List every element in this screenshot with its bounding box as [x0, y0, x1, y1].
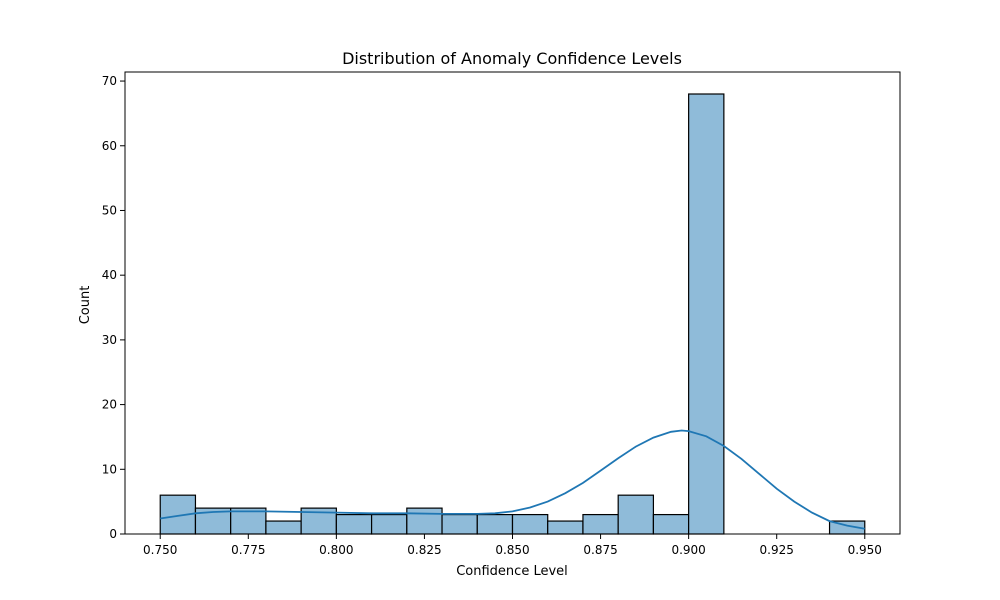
kde-curve: [160, 429, 865, 530]
x-axis-ticks: 0.750 0.775 0.800 0.825 0.850 0.875 0.900 0.925…: [143, 534, 882, 557]
histogram-bar: [652, 513, 690, 535]
y-tick-label: 0: [109, 527, 117, 541]
x-tick-label: 0.825: [407, 543, 441, 557]
y-tick-label: 70: [102, 74, 117, 88]
y-tick-label: 40: [102, 268, 117, 282]
histogram-bar: [441, 513, 478, 535]
bars-group: [159, 93, 866, 535]
x-tick-label: 0.775: [231, 543, 265, 557]
chart-title: Distribution of Anomaly Confidence Level…: [342, 49, 682, 68]
histogram-bar: [406, 507, 443, 535]
x-tick-label: 0.800: [319, 543, 353, 557]
y-tick-label: 60: [102, 139, 117, 153]
histogram-bar: [370, 513, 408, 535]
histogram-bar: [511, 513, 549, 535]
x-tick-label: 0.950: [848, 543, 882, 557]
histogram-bar: [617, 494, 655, 535]
x-tick-label: 0.875: [583, 543, 617, 557]
y-tick-label: 30: [102, 333, 117, 347]
histogram-bar: [476, 513, 514, 535]
y-axis-label: Count: [78, 286, 93, 325]
plot-area-frame: [124, 71, 901, 535]
x-tick-label: 0.750: [143, 543, 177, 557]
histogram-bar: [547, 520, 584, 535]
histogram-bar: [265, 520, 302, 535]
x-tick-label: 0.925: [760, 543, 794, 557]
histogram-bar: [335, 513, 373, 535]
y-tick-label: 50: [102, 203, 117, 217]
x-axis-label: Confidence Level: [456, 564, 568, 579]
y-tick-label: 10: [102, 462, 117, 476]
x-tick-label: 0.900: [671, 543, 705, 557]
histogram-bar: [688, 93, 725, 535]
x-tick-label: 0.850: [495, 543, 529, 557]
histogram-bar: [582, 513, 619, 535]
y-tick-label: 20: [102, 398, 117, 412]
y-axis-ticks: 0 10 20 30 40 50 60 70: [102, 74, 125, 541]
